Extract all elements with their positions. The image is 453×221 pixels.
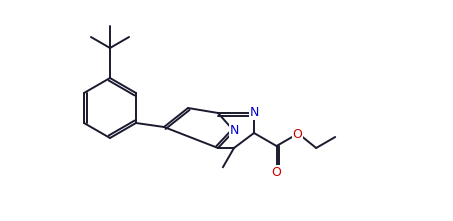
Text: N: N <box>249 107 259 120</box>
Text: O: O <box>292 128 302 141</box>
Text: N: N <box>229 124 239 137</box>
Text: O: O <box>272 166 281 179</box>
